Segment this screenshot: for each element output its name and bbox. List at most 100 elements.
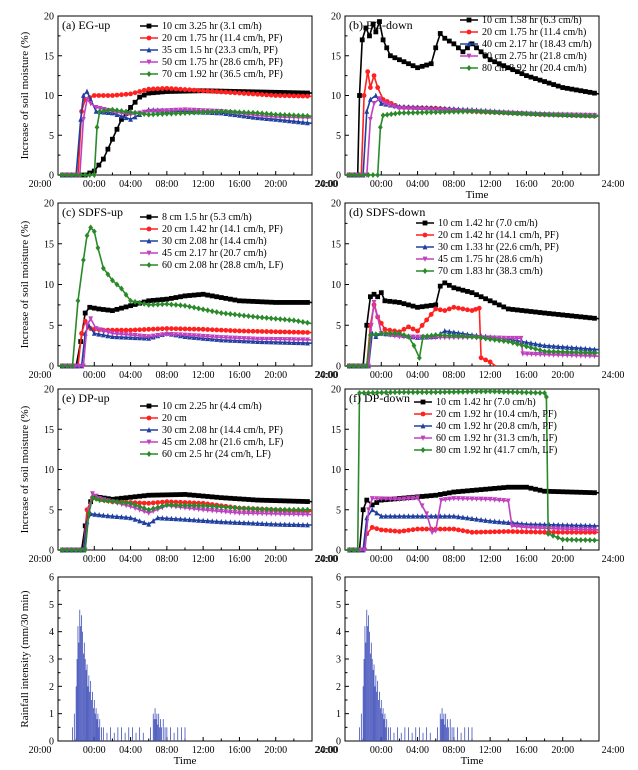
- series-marker: [428, 312, 434, 317]
- series-marker: [268, 315, 274, 322]
- series-marker: [214, 108, 220, 115]
- series-marker: [573, 522, 579, 528]
- series-marker: [137, 89, 143, 94]
- series-marker: [105, 107, 111, 114]
- series-marker: [564, 522, 570, 528]
- series-marker: [446, 513, 452, 519]
- series-marker: [259, 299, 265, 305]
- series-marker: [365, 172, 371, 178]
- series-marker: [451, 388, 457, 395]
- series-marker: [218, 508, 224, 515]
- legend-label-2: 20 cm 1.42 hr (14.1 cm/h, PF): [438, 230, 559, 241]
- rain-bar-15: [373, 664, 375, 741]
- series-marker: [528, 340, 534, 346]
- series-marker: [424, 317, 430, 323]
- rain-bar-20: [91, 700, 92, 741]
- series-marker: [141, 87, 147, 93]
- series-marker: [128, 297, 133, 304]
- legend-marker: [420, 423, 426, 429]
- rain-bar-43: [150, 727, 151, 741]
- series-marker: [205, 518, 211, 524]
- series-marker: [187, 87, 192, 93]
- series-marker: [397, 300, 402, 305]
- legend-label-2: 20 cm: [162, 413, 187, 424]
- series-marker: [587, 112, 593, 119]
- series-marker: [132, 109, 138, 116]
- legend-label-1: 10 cm 1.42 hr (7.0 cm/h): [436, 397, 536, 408]
- series-marker: [555, 348, 561, 355]
- legend-label-4: 50 cm 1.75 hr (28.6 cm/h, PF): [162, 57, 283, 68]
- series-marker: [569, 529, 575, 535]
- series-marker: [505, 388, 511, 395]
- series-marker: [492, 59, 498, 65]
- series-marker: [592, 537, 597, 544]
- series-marker: [564, 344, 570, 350]
- series-marker: [545, 530, 551, 537]
- series-marker: [273, 521, 279, 527]
- series-marker: [268, 329, 274, 335]
- series-marker: [401, 513, 407, 519]
- series-marker: [592, 315, 597, 321]
- series-marker: [415, 389, 420, 396]
- series-marker: [146, 86, 152, 92]
- legend-label-4: 45 cm 2.08 hr (21.6 cm/h, LF): [162, 437, 283, 448]
- series-marker: [492, 529, 498, 535]
- legend-marker: [146, 262, 152, 268]
- legend-marker: [466, 17, 472, 23]
- x-tick-label: 24:00: [602, 370, 625, 381]
- series-marker: [155, 86, 161, 92]
- series-marker: [137, 493, 143, 499]
- y-tick-label: 5: [49, 321, 54, 332]
- legend-label-1: 10 cm 1.42 hr (7.0 cm/h): [438, 218, 538, 229]
- series-marker: [137, 94, 143, 100]
- series-marker: [150, 90, 156, 96]
- x-tick-label: 16:00: [515, 179, 538, 190]
- series-marker: [542, 111, 547, 118]
- series-marker: [460, 49, 466, 55]
- series-marker: [128, 105, 133, 110]
- series-marker: [483, 529, 489, 535]
- series-marker: [88, 101, 94, 107]
- series-marker: [542, 310, 547, 316]
- series-marker: [155, 301, 161, 308]
- series-marker: [474, 292, 479, 298]
- series-marker: [173, 301, 179, 308]
- series-marker: [537, 389, 543, 396]
- series-marker: [232, 328, 238, 334]
- panel-title: (d) SDFS-down: [349, 205, 425, 219]
- series-marker: [406, 389, 411, 396]
- series-marker: [295, 318, 301, 325]
- series-marker: [223, 504, 229, 511]
- y-tick-label: 0: [336, 737, 341, 748]
- series-marker: [141, 333, 147, 340]
- x-tick-label: 20:00: [29, 554, 52, 565]
- series-marker: [560, 352, 566, 359]
- series-marker: [455, 527, 461, 533]
- series-marker: [196, 506, 202, 513]
- series-marker: [510, 339, 516, 346]
- series-marker: [555, 529, 561, 535]
- series-marker: [273, 300, 279, 305]
- series-marker: [282, 90, 288, 95]
- series-marker: [282, 300, 288, 305]
- series-marker: [70, 363, 75, 369]
- series-marker: [455, 45, 461, 51]
- series-marker: [227, 335, 233, 341]
- rain-bar-23: [380, 700, 382, 741]
- series-marker: [246, 336, 251, 342]
- series-marker: [286, 90, 292, 96]
- rain-bar-7: [366, 609, 368, 741]
- series-marker: [73, 547, 79, 553]
- series-marker: [264, 497, 270, 503]
- y-tick-label: 3: [49, 655, 54, 666]
- x-tick-label: 00:00: [370, 554, 393, 565]
- series-marker: [241, 519, 247, 526]
- legend-marker: [420, 447, 426, 453]
- series-marker: [150, 333, 156, 339]
- series-marker: [291, 521, 297, 528]
- y-tick-label: 15: [44, 51, 54, 62]
- series-marker: [424, 493, 430, 499]
- rain-bar-12: [83, 642, 85, 741]
- series-marker: [437, 492, 443, 497]
- rain-bar-61: [471, 727, 473, 741]
